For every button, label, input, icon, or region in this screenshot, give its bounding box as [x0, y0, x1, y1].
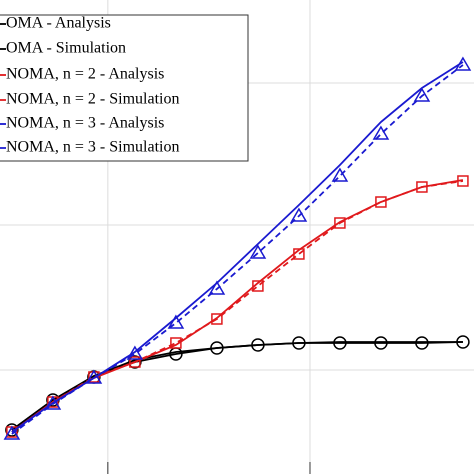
series-marker [331, 167, 349, 182]
series-marker [167, 314, 185, 329]
series-marker [249, 244, 267, 259]
series-marker [375, 196, 387, 208]
series-marker [334, 217, 346, 229]
legend-label: OMA - Simulation [6, 40, 126, 57]
series-line [11, 179, 464, 433]
series-marker [374, 336, 388, 350]
series-marker [44, 395, 62, 410]
series-marker [457, 175, 469, 187]
legend: OMA - Analysis OMA - Simulation NOMA, n = … [0, 14, 249, 162]
legend-label: NOMA, n = 3 - Analysis [6, 115, 164, 132]
legend-label: NOMA, n = 3 - Simulation [6, 139, 179, 156]
series-marker [3, 425, 21, 440]
legend-box [0, 14, 249, 162]
series-marker [129, 356, 141, 368]
series-marker [128, 355, 142, 369]
series-marker [290, 207, 308, 222]
series-marker [252, 280, 264, 292]
series-marker [293, 248, 305, 260]
series-marker [210, 341, 224, 355]
series-marker [454, 56, 472, 71]
series-marker [292, 336, 306, 350]
series-marker [415, 336, 429, 350]
series-marker [85, 369, 103, 384]
series-marker [416, 181, 428, 193]
series-marker [456, 335, 470, 349]
legend-label: OMA - Analysis [6, 15, 111, 32]
series-marker [126, 345, 144, 360]
series-marker [211, 313, 223, 325]
series-marker [333, 336, 347, 350]
legend-label: NOMA, n = 2 - Analysis [6, 66, 164, 83]
legend-label: NOMA, n = 2 - Simulation [6, 91, 179, 108]
series-marker [413, 87, 431, 102]
series-line [11, 180, 464, 433]
series-marker [208, 280, 226, 295]
series-marker [372, 125, 390, 140]
series-marker [5, 423, 19, 437]
series-marker [251, 338, 265, 352]
series-marker [170, 337, 182, 349]
